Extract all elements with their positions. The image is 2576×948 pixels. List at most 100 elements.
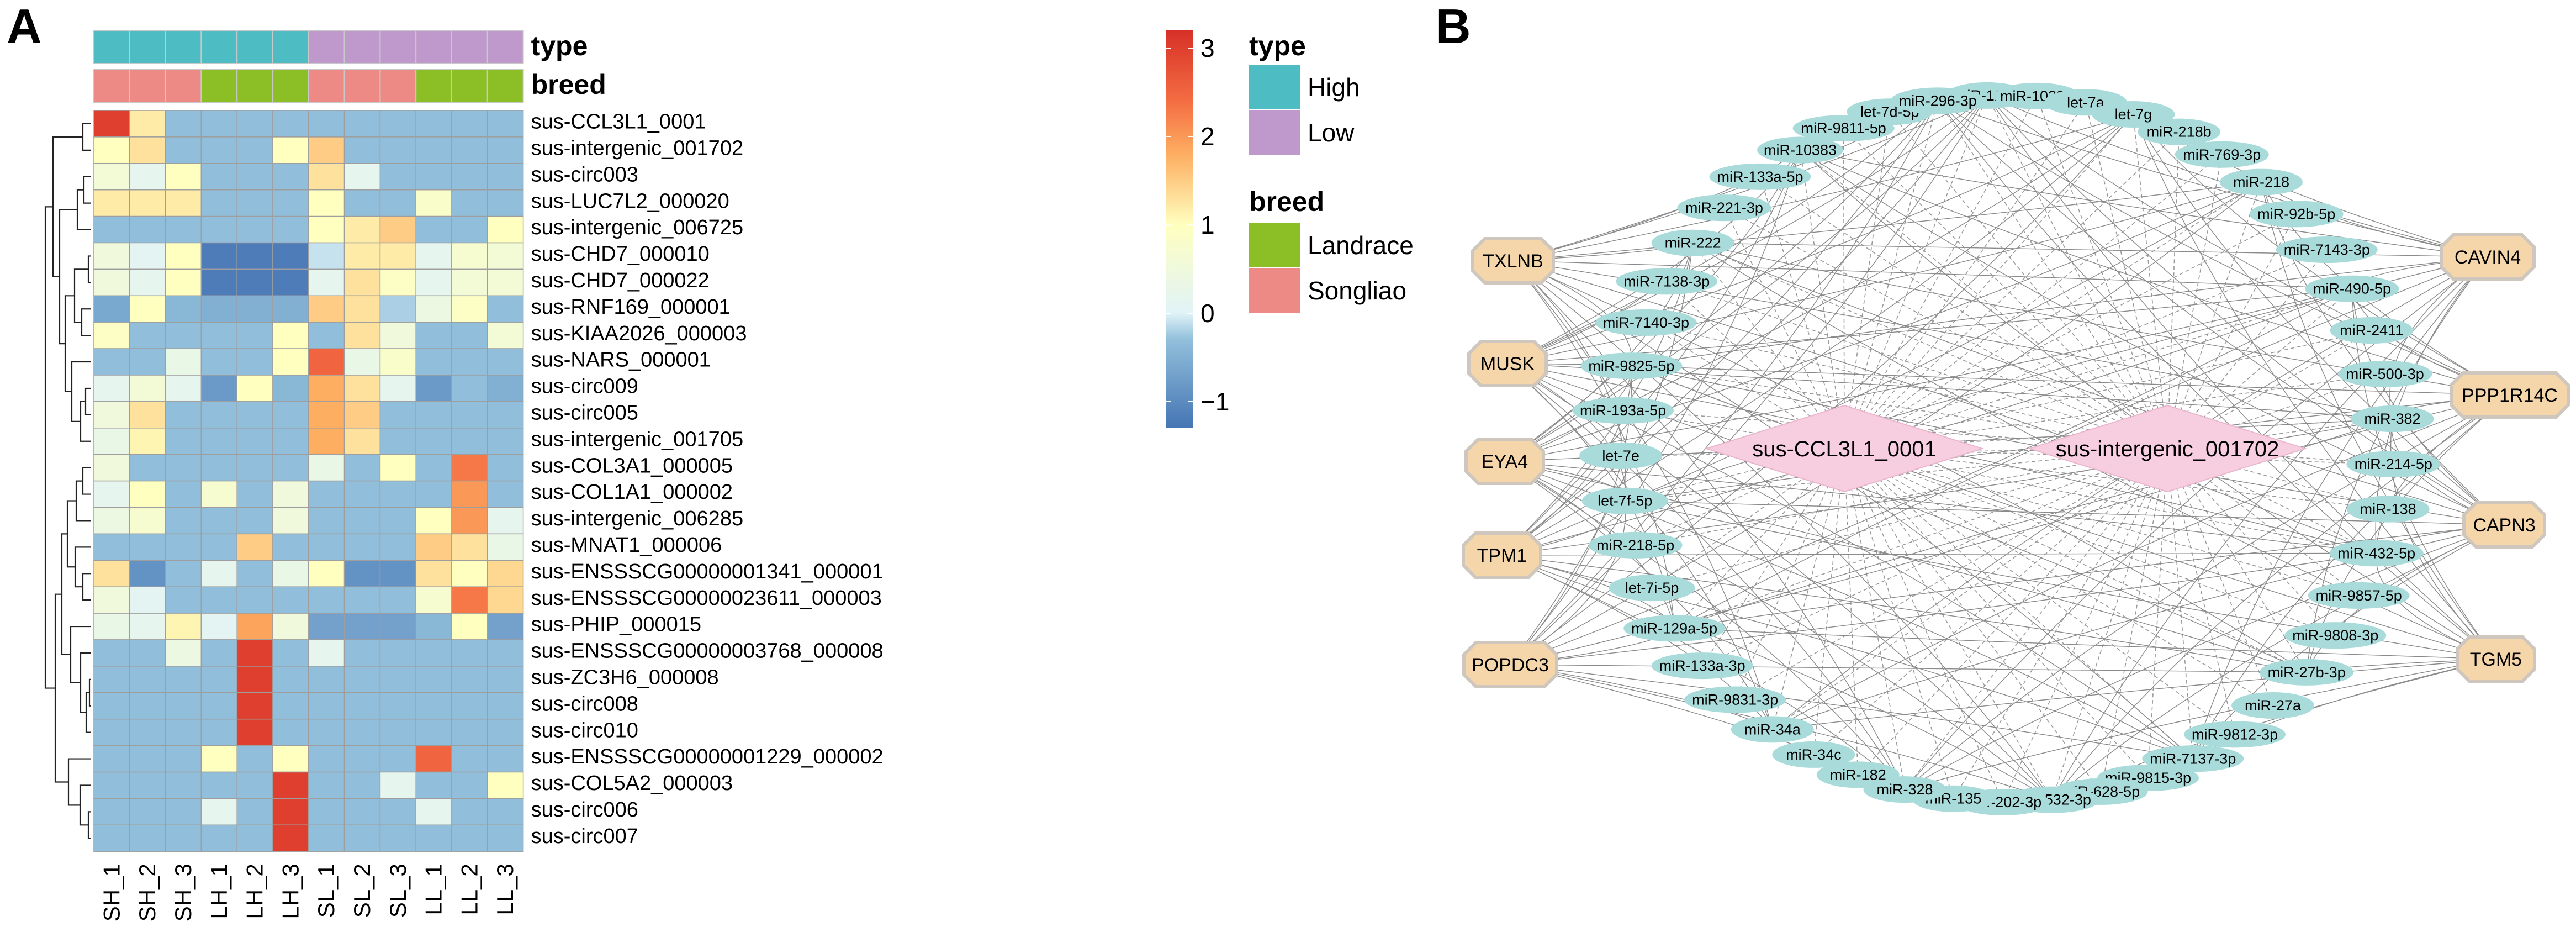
heatmap-cell bbox=[308, 480, 345, 508]
type-legend-label-low: Low bbox=[1308, 118, 1355, 147]
heatmap-cell bbox=[165, 613, 202, 640]
dendrogram-branch bbox=[84, 387, 91, 415]
mirna-ellipse bbox=[1623, 615, 1726, 642]
network-edge bbox=[1510, 288, 2352, 665]
heatmap-cell bbox=[379, 348, 416, 376]
network-edge bbox=[1501, 288, 2352, 556]
heatmap-cell bbox=[487, 666, 524, 693]
mirna-node-mir-218b: miR-218b bbox=[2138, 118, 2221, 145]
heatmap-cell bbox=[236, 189, 273, 217]
network-edge bbox=[1692, 242, 2168, 449]
heatmap-cell bbox=[415, 613, 452, 640]
row-label-sus-luc7l2-000020: sus-LUC7L2_000020 bbox=[531, 189, 729, 213]
heatmap-cell bbox=[165, 824, 202, 852]
mirna-node-mir-133a-5p: miR-133a-5p bbox=[1709, 163, 1811, 190]
heatmap-cell bbox=[236, 718, 273, 746]
anno-type-cell-sl-1 bbox=[308, 30, 345, 64]
heatmap-cell bbox=[200, 295, 237, 323]
anno-breed-cell-lh-2 bbox=[236, 69, 274, 103]
heatmap-cell bbox=[487, 824, 524, 852]
anno-breed-cell-sl-1 bbox=[308, 69, 345, 103]
row-label-sus-circ007: sus-circ007 bbox=[531, 825, 638, 848]
mirna-ellipse bbox=[1579, 442, 1663, 469]
row-label-sus-col1a1-000002: sus-COL1A1_000002 bbox=[531, 481, 733, 504]
heatmap-cell bbox=[379, 533, 416, 561]
gene-octagon bbox=[1471, 237, 1555, 285]
col-label-sl-3: SL_3 bbox=[385, 863, 411, 918]
network-edge bbox=[2167, 448, 2235, 735]
mirna-ellipse bbox=[2142, 745, 2244, 772]
anno-breed-cell-sh-3 bbox=[165, 69, 202, 103]
mirna-node-mir-9825-5p: miR-9825-5p bbox=[1580, 352, 1683, 380]
heatmap-cell bbox=[487, 189, 524, 217]
network-edge bbox=[1674, 628, 2496, 660]
heatmap-cell bbox=[129, 428, 166, 455]
heatmap-cell bbox=[165, 242, 202, 270]
heatmap-cell bbox=[93, 824, 130, 852]
mirna-ellipse bbox=[2284, 622, 2387, 649]
heatmap-cell bbox=[272, 348, 309, 376]
heatmap-cell bbox=[129, 533, 166, 561]
heatmap-cell bbox=[451, 639, 488, 667]
color-scale-label: 3 bbox=[1200, 34, 1215, 62]
mirna-node-mir-10383: miR-10383 bbox=[1757, 136, 1844, 164]
mirna-node-mir-218-5p: miR-218-5p bbox=[1588, 531, 1683, 559]
heatmap-cell bbox=[415, 745, 452, 773]
mirna-node-mir-296-3p: miR-296-3p bbox=[1891, 87, 1985, 114]
mirna-ellipse bbox=[1595, 309, 1697, 336]
heatmap-cell bbox=[129, 613, 166, 640]
heatmap-cell bbox=[379, 507, 416, 535]
network-edge bbox=[1501, 150, 1801, 556]
heatmap-cell bbox=[272, 771, 309, 799]
network-edge bbox=[1844, 181, 2262, 449]
mirna-ellipse bbox=[1709, 163, 1811, 190]
network-edge bbox=[1510, 95, 1987, 665]
row-label-sus-chd7-000010: sus-CHD7_000010 bbox=[531, 243, 710, 266]
heatmap-cell bbox=[272, 507, 309, 535]
mirna-node-mir-7137-3p: miR-7137-3p bbox=[2142, 745, 2244, 772]
heatmap-cell bbox=[451, 110, 488, 138]
heatmap-cell bbox=[379, 375, 416, 402]
row-label-sus-col3a1-000005: sus-COL3A1_000005 bbox=[531, 454, 733, 477]
gene-node-ppp1r14c: PPP1R14C bbox=[2450, 371, 2570, 419]
mirna-node-mir-214-5p: miR-214-5p bbox=[2346, 451, 2441, 478]
mirna-node-mir-490-5p: miR-490-5p bbox=[2305, 275, 2399, 302]
heatmap-cell bbox=[200, 798, 237, 826]
dendrogram-branch bbox=[82, 573, 91, 601]
heatmap-cell bbox=[272, 613, 309, 640]
heatmap-cell bbox=[487, 401, 524, 429]
heatmap-cell bbox=[236, 533, 273, 561]
heatmap-cell bbox=[236, 136, 273, 164]
heatmap-cell bbox=[308, 428, 345, 455]
network-edge bbox=[1800, 149, 2168, 449]
mirna-node-mir-92b-5p: miR-92b-5p bbox=[2249, 201, 2344, 228]
anno-breed-cell-lh-3 bbox=[272, 69, 309, 103]
heatmap-cell bbox=[308, 268, 345, 297]
heatmap-cell bbox=[487, 375, 524, 402]
network-edge bbox=[1813, 448, 2168, 755]
mirna-node-mir-193a-5p: miR-193a-5p bbox=[1572, 397, 1674, 424]
mirna-ellipse bbox=[1772, 741, 1855, 768]
heatmap-cell bbox=[379, 798, 416, 826]
row-label-sus-circ010: sus-circ010 bbox=[531, 719, 638, 742]
dendrogram-branch bbox=[81, 308, 91, 336]
col-label-sl-2: SL_2 bbox=[349, 863, 375, 918]
heatmap-cell bbox=[343, 692, 381, 720]
heatmap-cell bbox=[129, 110, 166, 138]
heatmap-cell bbox=[129, 215, 166, 244]
heatmap-cell bbox=[415, 242, 452, 270]
mirna-node-mir-7143-3p: miR-7143-3p bbox=[2276, 236, 2378, 264]
gene-label: TPM1 bbox=[1477, 545, 1527, 566]
heatmap-cell bbox=[343, 454, 381, 482]
heatmap-cell bbox=[343, 163, 381, 191]
heatmap-cell bbox=[200, 163, 237, 191]
heatmap-cell bbox=[272, 692, 309, 720]
mirna-node-mir-34a: miR-34a bbox=[1731, 716, 1814, 743]
network-edge bbox=[1510, 101, 1938, 665]
heatmap-cell bbox=[487, 613, 524, 640]
mirna-ellipse bbox=[1816, 761, 1900, 788]
mirna-label: miR-9825-5p bbox=[1588, 357, 1674, 374]
heatmap-cell bbox=[200, 136, 237, 164]
row-label-sus-enssscg00000003768-000008: sus-ENSSSCG00000003768_000008 bbox=[531, 640, 884, 663]
